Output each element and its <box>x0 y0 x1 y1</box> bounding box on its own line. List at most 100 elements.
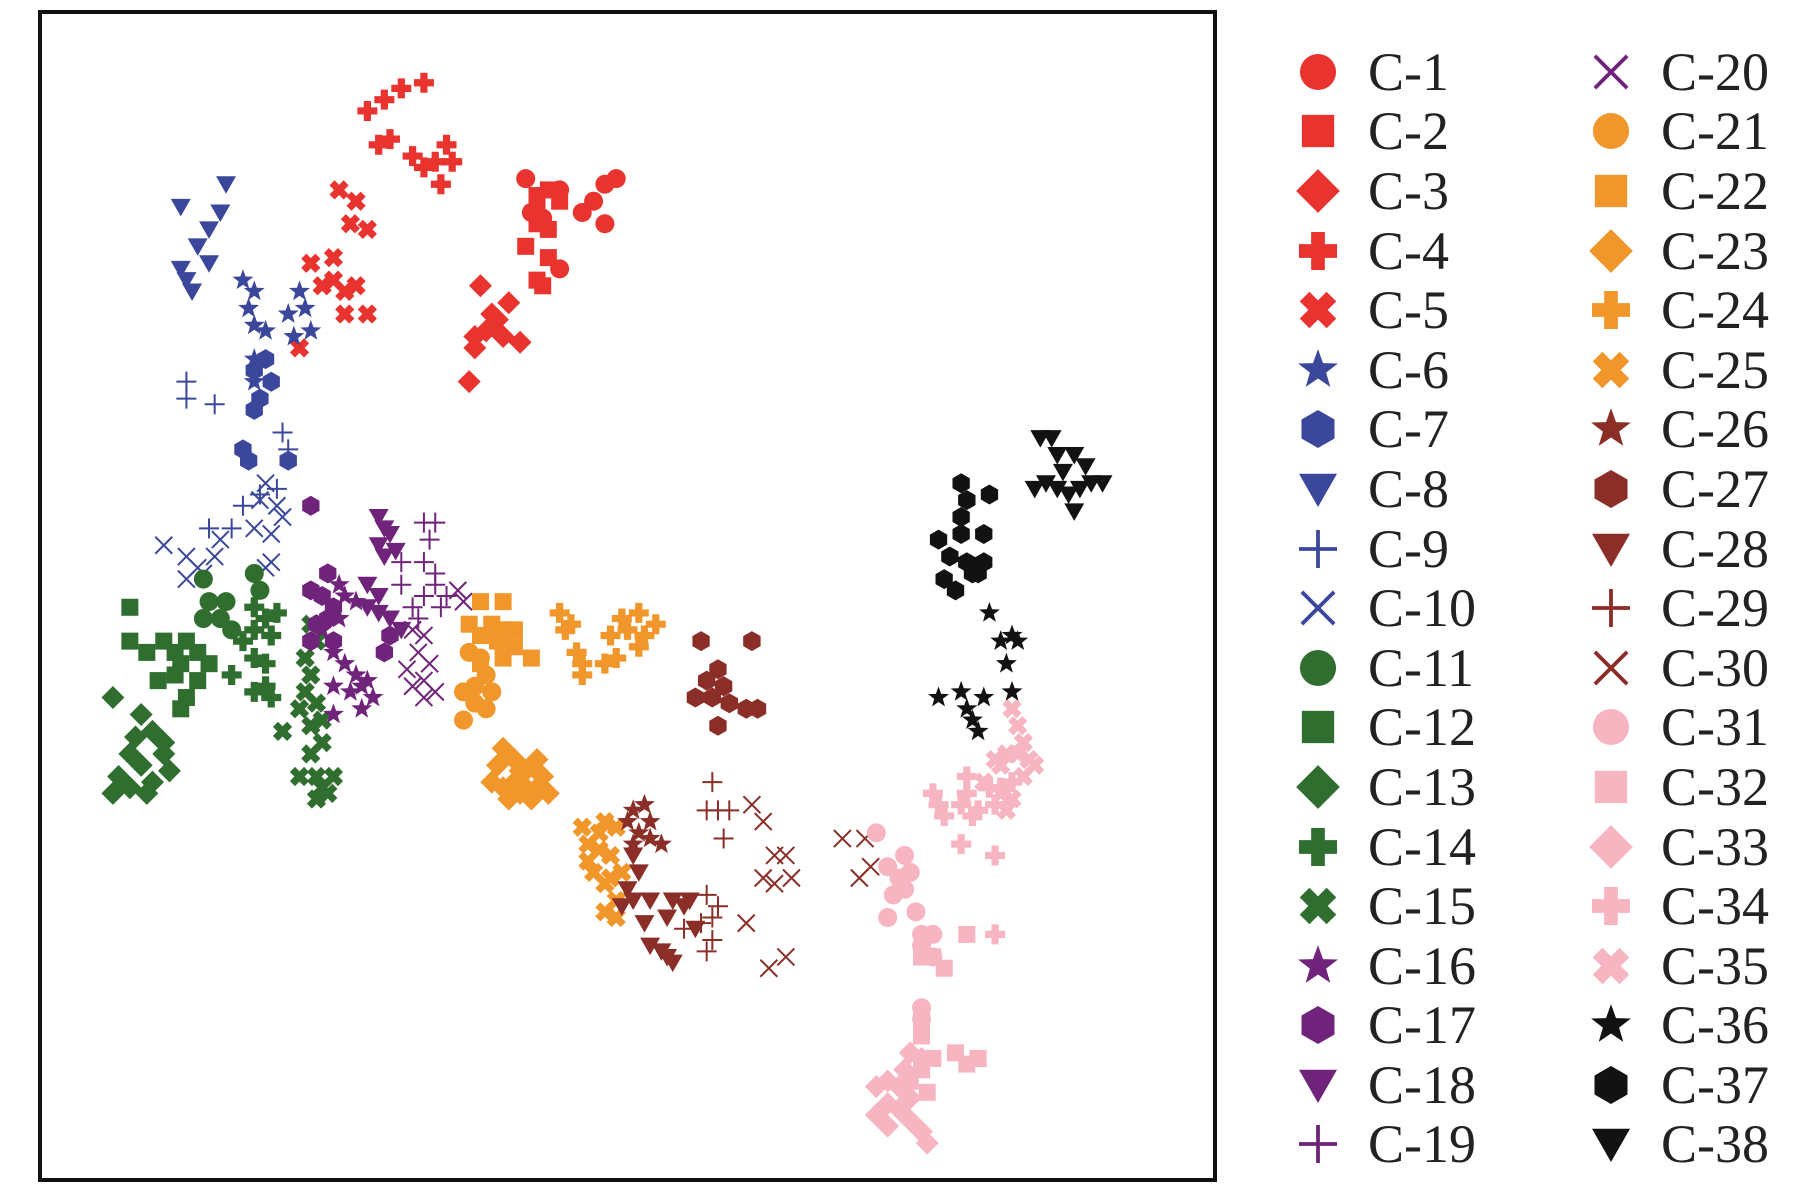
point-C-24 <box>555 619 576 640</box>
point-C-8 <box>182 283 203 301</box>
legend-item-C-31: C-31 <box>1583 698 1819 758</box>
legend-label: C-36 <box>1661 995 1769 1056</box>
point-C-4 <box>413 157 434 178</box>
point-C-23 <box>519 787 543 811</box>
point-C-16 <box>334 585 356 605</box>
point-C-4 <box>402 146 423 167</box>
legend-label: C-17 <box>1368 995 1476 1056</box>
legend-label: C-1 <box>1368 41 1449 102</box>
legend-label: C-5 <box>1368 280 1449 341</box>
legend-label: C-7 <box>1368 399 1449 460</box>
point-C-37 <box>929 529 948 550</box>
point-C-8 <box>199 221 220 239</box>
star-marker-icon <box>1298 348 1338 387</box>
circle-marker-icon <box>1592 709 1630 746</box>
point-C-28 <box>640 937 661 956</box>
point-C-27 <box>698 670 716 691</box>
point-C-24 <box>645 614 666 635</box>
plot-frame <box>38 10 1217 1182</box>
point-C-13 <box>129 753 153 777</box>
point-C-18 <box>368 509 389 527</box>
point-C-29 <box>707 896 728 917</box>
point-C-2 <box>539 249 557 267</box>
point-C-7 <box>245 399 263 420</box>
square-marker-icon <box>1594 174 1628 208</box>
point-C-3 <box>463 336 487 360</box>
legend-label: C-33 <box>1661 816 1769 877</box>
legend-item-C-37: C-37 <box>1583 1055 1819 1115</box>
point-C-14 <box>244 681 265 702</box>
point-C-15 <box>289 766 310 787</box>
point-C-7 <box>279 450 297 471</box>
point-C-4 <box>430 174 451 195</box>
point-C-25 <box>572 817 592 837</box>
star-marker-icon <box>1591 1004 1631 1043</box>
point-C-25 <box>595 902 615 922</box>
legend-item-C-23: C-23 <box>1583 221 1819 281</box>
legend-label: C-30 <box>1661 637 1769 698</box>
legend-label: C-8 <box>1368 458 1449 519</box>
point-C-28 <box>640 892 661 911</box>
point-C-22 <box>505 621 523 639</box>
point-C-30 <box>776 947 796 967</box>
point-C-29 <box>702 930 723 951</box>
legend-label: C-26 <box>1661 399 1769 460</box>
point-C-11 <box>244 563 264 583</box>
point-C-27 <box>692 631 710 652</box>
legend-item-C-9: C-9 <box>1290 519 1540 579</box>
point-C-6 <box>238 297 260 318</box>
legend-item-C-30: C-30 <box>1583 638 1819 698</box>
point-C-14 <box>255 676 276 697</box>
point-C-22 <box>488 632 506 650</box>
point-C-25 <box>612 862 632 882</box>
point-C-20 <box>414 626 434 645</box>
point-C-19 <box>425 574 446 595</box>
point-C-6 <box>232 269 254 290</box>
legend-item-C-28: C-28 <box>1583 519 1819 579</box>
point-C-28 <box>617 881 638 899</box>
point-C-37 <box>975 524 993 544</box>
point-C-34 <box>951 794 972 815</box>
point-C-38 <box>1047 447 1068 465</box>
point-C-14 <box>255 608 276 629</box>
point-C-38 <box>1069 480 1090 499</box>
point-C-27 <box>709 715 727 736</box>
point-C-38 <box>1035 475 1056 493</box>
point-C-8 <box>170 260 191 279</box>
point-C-11 <box>199 592 219 612</box>
point-C-30 <box>833 829 852 848</box>
point-C-25 <box>600 845 621 866</box>
point-C-3 <box>468 274 492 298</box>
point-C-16 <box>328 607 350 628</box>
point-C-8 <box>176 272 197 290</box>
legend-item-C-22: C-22 <box>1583 161 1819 221</box>
legend-item-C-24: C-24 <box>1583 280 1819 340</box>
point-C-38 <box>1052 463 1073 482</box>
legend-label: C-27 <box>1661 458 1769 519</box>
point-C-21 <box>476 699 496 719</box>
legend-item-C-2: C-2 <box>1290 102 1540 162</box>
point-C-17 <box>302 631 320 652</box>
series-C-20 <box>397 581 473 707</box>
point-C-29 <box>719 800 740 821</box>
legend-item-C-6: C-6 <box>1290 340 1540 400</box>
point-C-36 <box>1001 680 1023 701</box>
point-C-22 <box>522 649 540 667</box>
plus_thin-marker-icon <box>1299 1125 1337 1164</box>
legend-label: C-38 <box>1661 1114 1769 1175</box>
legend: C-1 C-2 C-3 C-4 C-5 C-6 C-7 C-8 C-9 C-10 C-11 C-12 C… <box>1290 42 1810 1172</box>
point-C-17 <box>375 642 393 663</box>
point-C-8 <box>170 198 191 217</box>
point-C-13 <box>129 702 153 726</box>
plus_thin-marker-icon <box>1299 529 1337 568</box>
legend-item-C-16: C-16 <box>1290 936 1540 996</box>
legend-item-C-3: C-3 <box>1290 161 1540 221</box>
point-C-9 <box>204 394 225 415</box>
point-C-16 <box>323 641 344 662</box>
point-C-8 <box>215 176 236 194</box>
point-C-4 <box>374 89 395 110</box>
point-C-36 <box>967 720 989 741</box>
point-C-3 <box>491 325 515 349</box>
diamond-marker-icon <box>1589 824 1633 869</box>
point-C-32 <box>913 1027 931 1045</box>
